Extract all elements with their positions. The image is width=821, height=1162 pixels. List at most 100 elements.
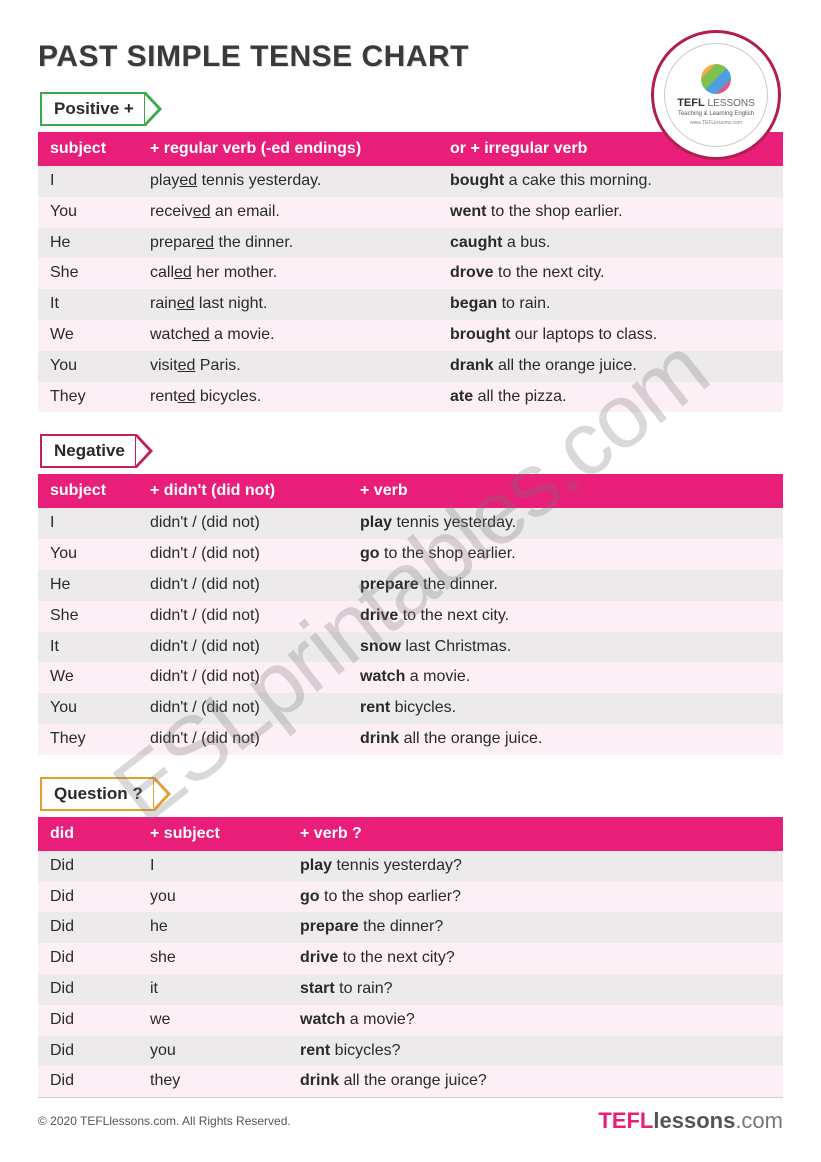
cell-didnt: didn't / (did not) xyxy=(138,570,348,601)
table-row: Didyourent bicycles? xyxy=(38,1036,783,1067)
cell-subject: I xyxy=(38,166,138,197)
table-row: Youdidn't / (did not)rent bicycles. xyxy=(38,693,783,724)
cell-subject: We xyxy=(38,662,138,693)
cell-subject: They xyxy=(38,382,138,413)
tab-question: Question ? xyxy=(40,777,155,811)
cell-verb: drink all the orange juice. xyxy=(348,724,783,755)
cell-subject: they xyxy=(138,1066,288,1097)
table-row: Ididn't / (did not)play tennis yesterday… xyxy=(38,508,783,539)
cell-didnt: didn't / (did not) xyxy=(138,724,348,755)
logo-tagline: Teaching & Learning English xyxy=(678,111,754,118)
cell-subject: She xyxy=(38,258,138,289)
cell-didnt: didn't / (did not) xyxy=(138,508,348,539)
table-row: Itdidn't / (did not)snow last Christmas. xyxy=(38,632,783,663)
cell-did: Did xyxy=(38,1036,138,1067)
cell-did: Did xyxy=(38,882,138,913)
table-row: Iplayed tennis yesterday.bought a cake t… xyxy=(38,166,783,197)
table-row: DidIplay tennis yesterday? xyxy=(38,851,783,882)
table-row: Wewatched a movie.brought our laptops to… xyxy=(38,320,783,351)
cell-subject: he xyxy=(138,912,288,943)
cell-subject: He xyxy=(38,570,138,601)
table-row: Itrained last night.began to rain. xyxy=(38,289,783,320)
cell-irregular: drove to the next city. xyxy=(438,258,783,289)
cell-verb: rent bicycles? xyxy=(288,1036,783,1067)
cell-subject: It xyxy=(38,289,138,320)
cell-regular: visited Paris. xyxy=(138,351,438,382)
cell-regular: received an email. xyxy=(138,197,438,228)
question-table: did + subject + verb ? DidIplay tennis y… xyxy=(38,817,783,1097)
cell-subject: They xyxy=(38,724,138,755)
table-row: Diditstart to rain? xyxy=(38,974,783,1005)
footer: © 2020 TEFLlessons.com. All Rights Reser… xyxy=(38,1097,783,1134)
cell-verb: drink all the orange juice? xyxy=(288,1066,783,1097)
cell-regular: rained last night. xyxy=(138,289,438,320)
cell-irregular: bought a cake this morning. xyxy=(438,166,783,197)
cell-verb: drive to the next city? xyxy=(288,943,783,974)
cell-subject: She xyxy=(38,601,138,632)
footer-copyright: © 2020 TEFLlessons.com. All Rights Reser… xyxy=(38,1114,291,1128)
table-row: Youvisited Paris.drank all the orange ju… xyxy=(38,351,783,382)
cell-subject: You xyxy=(38,539,138,570)
negative-body: Ididn't / (did not)play tennis yesterday… xyxy=(38,508,783,754)
negative-header-didnt: + didn't (did not) xyxy=(138,474,348,508)
cell-verb: prepare the dinner? xyxy=(288,912,783,943)
logo-inner: TEFL LESSONS Teaching & Learning English… xyxy=(664,43,768,147)
cell-verb: watch a movie. xyxy=(348,662,783,693)
cell-irregular: went to the shop earlier. xyxy=(438,197,783,228)
negative-table: subject + didn't (did not) + verb Ididn'… xyxy=(38,474,783,754)
question-body: DidIplay tennis yesterday?Didyougo to th… xyxy=(38,851,783,1097)
negative-header-subject: subject xyxy=(38,474,138,508)
cell-subject: it xyxy=(138,974,288,1005)
cell-subject: you xyxy=(138,882,288,913)
logo-badge: TEFL LESSONS Teaching & Learning English… xyxy=(651,30,781,160)
table-row: Didshedrive to the next city? xyxy=(38,943,783,974)
cell-verb: go to the shop earlier. xyxy=(348,539,783,570)
cell-didnt: didn't / (did not) xyxy=(138,693,348,724)
cell-regular: watched a movie. xyxy=(138,320,438,351)
cell-didnt: didn't / (did not) xyxy=(138,632,348,663)
cell-verb: drive to the next city. xyxy=(348,601,783,632)
cell-did: Did xyxy=(38,1066,138,1097)
cell-subject: You xyxy=(38,197,138,228)
cell-did: Did xyxy=(38,851,138,882)
positive-table: subject + regular verb (-ed endings) or … xyxy=(38,132,783,412)
positive-body: Iplayed tennis yesterday.bought a cake t… xyxy=(38,166,783,412)
cell-didnt: didn't / (did not) xyxy=(138,601,348,632)
cell-did: Did xyxy=(38,1005,138,1036)
question-header-did: did xyxy=(38,817,138,851)
cell-regular: prepared the dinner. xyxy=(138,228,438,259)
cell-verb: snow last Christmas. xyxy=(348,632,783,663)
cell-irregular: began to rain. xyxy=(438,289,783,320)
table-row: Didtheydrink all the orange juice? xyxy=(38,1066,783,1097)
table-row: Heprepared the dinner.caught a bus. xyxy=(38,228,783,259)
question-header-verb: + verb ? xyxy=(288,817,783,851)
cell-didnt: didn't / (did not) xyxy=(138,662,348,693)
table-row: Didyougo to the shop earlier? xyxy=(38,882,783,913)
table-row: Wedidn't / (did not)watch a movie. xyxy=(38,662,783,693)
cell-subject: I xyxy=(138,851,288,882)
cell-regular: played tennis yesterday. xyxy=(138,166,438,197)
cell-subject: you xyxy=(138,1036,288,1067)
cell-subject: she xyxy=(138,943,288,974)
cell-subject: we xyxy=(138,1005,288,1036)
table-row: Shedidn't / (did not)drive to the next c… xyxy=(38,601,783,632)
logo-url: www.TEFLlessons.com xyxy=(690,120,742,126)
cell-irregular: brought our laptops to class. xyxy=(438,320,783,351)
cell-verb: rent bicycles. xyxy=(348,693,783,724)
cell-verb: start to rain? xyxy=(288,974,783,1005)
cell-verb: go to the shop earlier? xyxy=(288,882,783,913)
table-row: Youdidn't / (did not)go to the shop earl… xyxy=(38,539,783,570)
cell-subject: He xyxy=(38,228,138,259)
cell-didnt: didn't / (did not) xyxy=(138,539,348,570)
tab-positive: Positive + xyxy=(40,92,146,126)
cell-verb: prepare the dinner. xyxy=(348,570,783,601)
positive-header-regular: + regular verb (-ed endings) xyxy=(138,132,438,166)
cell-did: Did xyxy=(38,943,138,974)
table-row: Shecalled her mother.drove to the next c… xyxy=(38,258,783,289)
table-row: Theydidn't / (did not)drink all the oran… xyxy=(38,724,783,755)
cell-subject: We xyxy=(38,320,138,351)
cell-subject: It xyxy=(38,632,138,663)
cell-irregular: drank all the orange juice. xyxy=(438,351,783,382)
cell-regular: called her mother. xyxy=(138,258,438,289)
positive-header-subject: subject xyxy=(38,132,138,166)
